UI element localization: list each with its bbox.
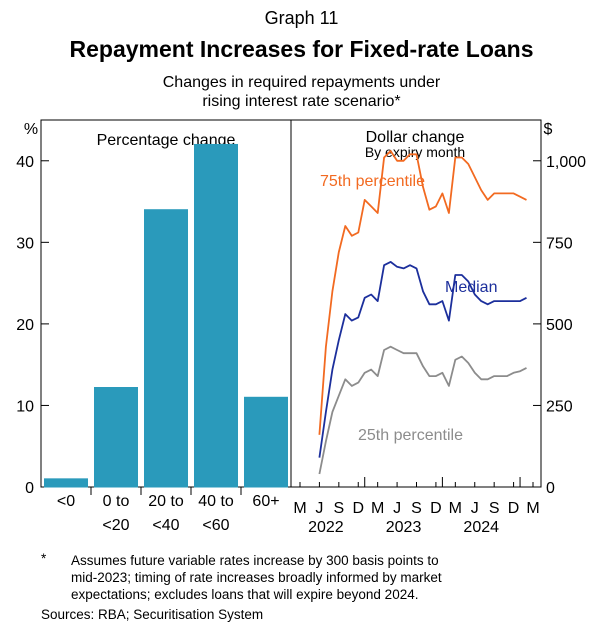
x-month-label: J (393, 500, 401, 517)
left-y-tick-label: 0 (25, 480, 34, 497)
x-year-label: 2022 (308, 519, 344, 536)
x-month-label: J (315, 500, 323, 517)
footnote-line2: mid-2023; timing of rate increases broad… (71, 570, 442, 585)
x-month-label: S (411, 500, 422, 517)
series-label: 75th percentile (320, 173, 425, 190)
chart-subtitle-line1: Changes in required repayments under (162, 74, 441, 91)
series-label: Median (445, 279, 497, 296)
x-month-label: J (471, 500, 479, 517)
x-month-label: D (352, 500, 364, 517)
right-y-unit-label: $ (544, 121, 553, 138)
right-panel-title: Dollar change (366, 129, 465, 146)
series-line-median (318, 261, 527, 458)
bar (94, 387, 138, 488)
graph-label: Graph 11 (264, 8, 339, 28)
x-month-label: S (489, 500, 500, 517)
footnote-marker: * (41, 551, 47, 566)
left-y-tick-label: 20 (16, 317, 34, 334)
chart-frame (40, 119, 542, 488)
x-category-label-line1: 20 to (148, 493, 184, 510)
chart-title: Repayment Increases for Fixed-rate Loans (69, 36, 534, 62)
x-month-label: D (430, 500, 442, 517)
x-category-label-line2: <60 (202, 517, 229, 534)
x-category-label-line2: <40 (152, 517, 179, 534)
right-y-tick-label: 750 (546, 235, 573, 252)
bar (194, 143, 238, 488)
right-y-tick-label: 0 (546, 480, 555, 497)
x-category-label-line1: 0 to (103, 493, 130, 510)
x-year-label: 2024 (463, 519, 499, 536)
x-category-label-line1: 40 to (198, 493, 234, 510)
x-category-label-line1: 60+ (252, 493, 279, 510)
left-y-tick-label: 30 (16, 235, 34, 252)
chart-subtitle-line2: rising interest rate scenario* (202, 93, 401, 110)
x-category-label-line1: <0 (57, 493, 75, 510)
right-panel-subtitle: By expiry month (365, 144, 465, 160)
right-y-tick-label: 500 (546, 317, 573, 334)
series-line-75th-percentile (318, 150, 527, 435)
bar (244, 396, 288, 488)
series-line-25th-percentile (318, 345, 527, 475)
left-y-unit-label: % (24, 121, 38, 138)
right-y-tick-label: 1,000 (546, 154, 586, 171)
x-year-label: 2023 (386, 519, 422, 536)
bar (144, 209, 188, 488)
series-label: 25th percentile (358, 427, 463, 444)
footnote-line3: expectations; excludes loans that will e… (71, 587, 419, 602)
x-category-label-line2: <20 (102, 517, 129, 534)
x-month-label: M (526, 500, 539, 517)
x-month-label: M (449, 500, 462, 517)
x-month-label: D (508, 500, 520, 517)
x-month-label: M (293, 500, 306, 517)
footnote-line1: Assumes future variable rates increase b… (71, 553, 439, 568)
left-y-tick-label: 10 (16, 398, 34, 415)
sources: Sources: RBA; Securitisation System (41, 607, 264, 622)
x-month-label: S (333, 500, 344, 517)
x-month-label: M (371, 500, 384, 517)
right-y-tick-label: 250 (546, 398, 573, 415)
bar (44, 478, 88, 488)
left-y-tick-label: 40 (16, 154, 34, 171)
